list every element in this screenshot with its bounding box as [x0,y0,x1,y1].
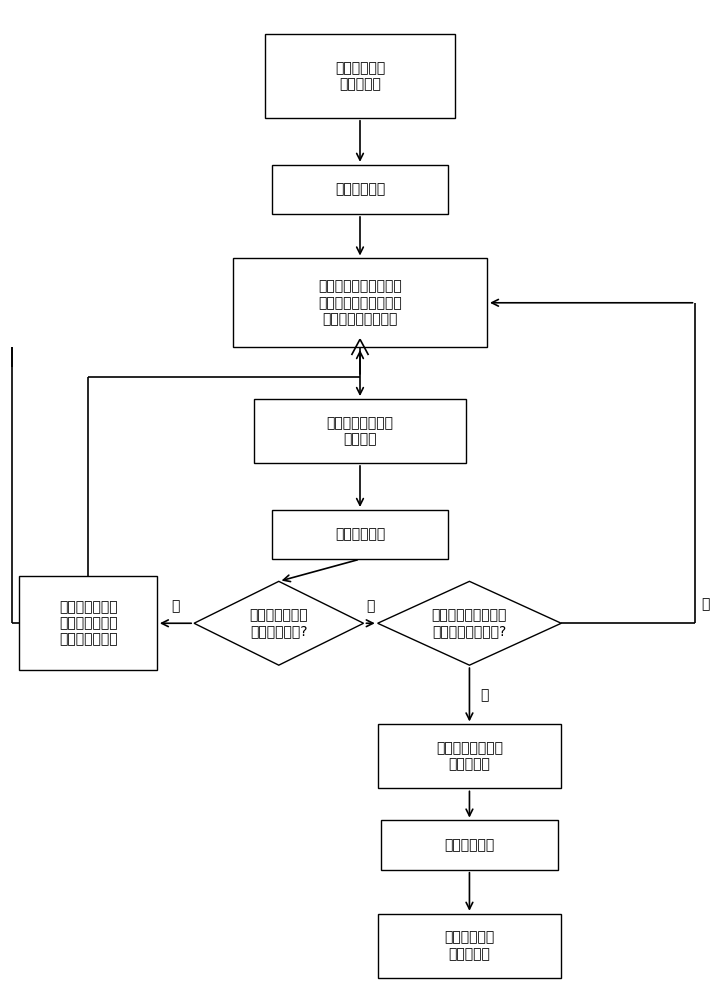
FancyBboxPatch shape [271,510,449,559]
FancyBboxPatch shape [265,34,455,118]
Text: 某深度范围的色散
补偿方法: 某深度范围的色散 补偿方法 [326,416,394,446]
Text: 该深度范围是否
包含多层结构?: 该深度范围是否 包含多层结构? [250,608,308,638]
Text: 某扫描点的频
域干涉信号: 某扫描点的频 域干涉信号 [335,61,385,91]
Text: 色散补偿后的
样品层析图: 色散补偿后的 样品层析图 [444,931,495,961]
Text: 否: 否 [366,599,375,613]
FancyBboxPatch shape [271,165,449,214]
Text: 是: 是 [480,688,488,702]
Text: 否: 否 [701,597,709,611]
Text: 逆傅里叶变换: 逆傅里叶变换 [335,528,385,542]
FancyBboxPatch shape [19,576,157,670]
Polygon shape [378,581,562,665]
Text: 将所有深度频域干
涉信号叠加: 将所有深度频域干 涉信号叠加 [436,741,503,771]
Text: 逆傅里叶变换: 逆傅里叶变换 [444,838,495,852]
FancyBboxPatch shape [378,914,562,978]
Text: 逆傅里叶变换: 逆傅里叶变换 [335,182,385,196]
FancyBboxPatch shape [233,258,487,347]
FancyBboxPatch shape [381,820,558,870]
FancyBboxPatch shape [254,399,466,463]
Polygon shape [194,581,364,665]
Text: 选取一级窗口采用加窗
傅里叶变换得到某深度
范围的频域干涉信号: 选取一级窗口采用加窗 傅里叶变换得到某深度 范围的频域干涉信号 [318,280,402,326]
Text: 是: 是 [171,599,180,613]
FancyBboxPatch shape [378,724,562,788]
Text: 对该深度范围选
取次级窗口进行
加窗傅里叶变换: 对该深度范围选 取次级窗口进行 加窗傅里叶变换 [59,600,117,646]
Text: 所有深度范围的频域
干涉信号补偿完毕?: 所有深度范围的频域 干涉信号补偿完毕? [432,608,507,638]
